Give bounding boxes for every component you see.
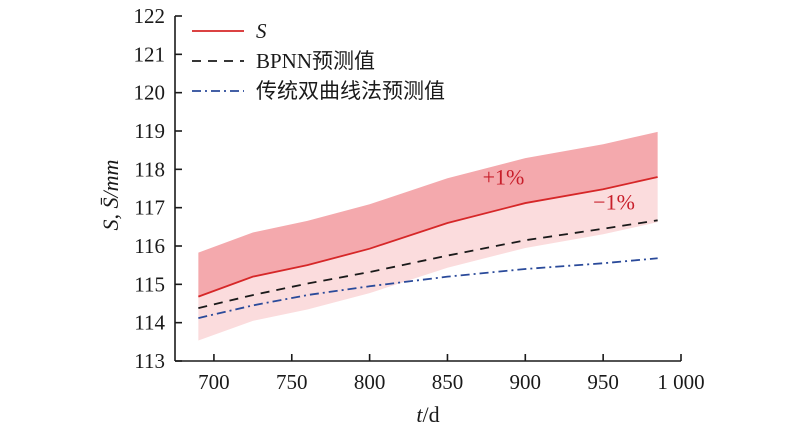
band-label-1: −1% <box>593 190 635 215</box>
y-tick-label: 121 <box>134 42 166 66</box>
y-tick-label: 114 <box>134 311 165 335</box>
y-tick-label: 117 <box>134 196 165 220</box>
x-axis-title: t/d <box>416 402 439 427</box>
axes <box>174 16 681 362</box>
confidence-bands <box>198 131 658 341</box>
x-tick-label: 700 <box>198 370 230 394</box>
band-labels: +1% −1% <box>483 165 635 215</box>
series-line-0 <box>198 176 658 298</box>
y-tick-label: 122 <box>134 4 166 28</box>
y-tick-label: 113 <box>134 349 165 373</box>
x-tick-label: 900 <box>510 370 542 394</box>
band-label-0: +1% <box>483 165 525 190</box>
y-tick-label: 119 <box>134 119 165 143</box>
series-line-1 <box>198 219 658 309</box>
y-tick-label: 118 <box>134 157 165 181</box>
y-tick-label: 115 <box>134 272 165 296</box>
y-tick-label: 120 <box>134 81 166 105</box>
y-axis-title: S, S̄/mm <box>98 160 123 231</box>
legend-label-1: BPNN预测值 <box>256 49 375 73</box>
x-tick-label: 800 <box>354 370 386 394</box>
series-lines <box>198 176 658 319</box>
x-ticks: 700 750 800 850 900 950 1 000 <box>198 354 705 394</box>
legend-label-2: 传统双曲线法预测值 <box>256 79 445 103</box>
x-tick-label: 750 <box>276 370 308 394</box>
legend-label-0: S <box>256 19 267 43</box>
y-tick-label: 116 <box>134 234 165 258</box>
band-plus-1pct <box>198 131 658 297</box>
x-tick-label: 950 <box>587 370 619 394</box>
band-minus-1pct <box>198 177 658 341</box>
x-tick-label: 850 <box>432 370 464 394</box>
x-tick-label: 1 000 <box>657 370 704 394</box>
series-line-2 <box>198 257 658 319</box>
y-ticks: 113 114 115 116 117 118 119 120 121 122 <box>134 4 182 373</box>
